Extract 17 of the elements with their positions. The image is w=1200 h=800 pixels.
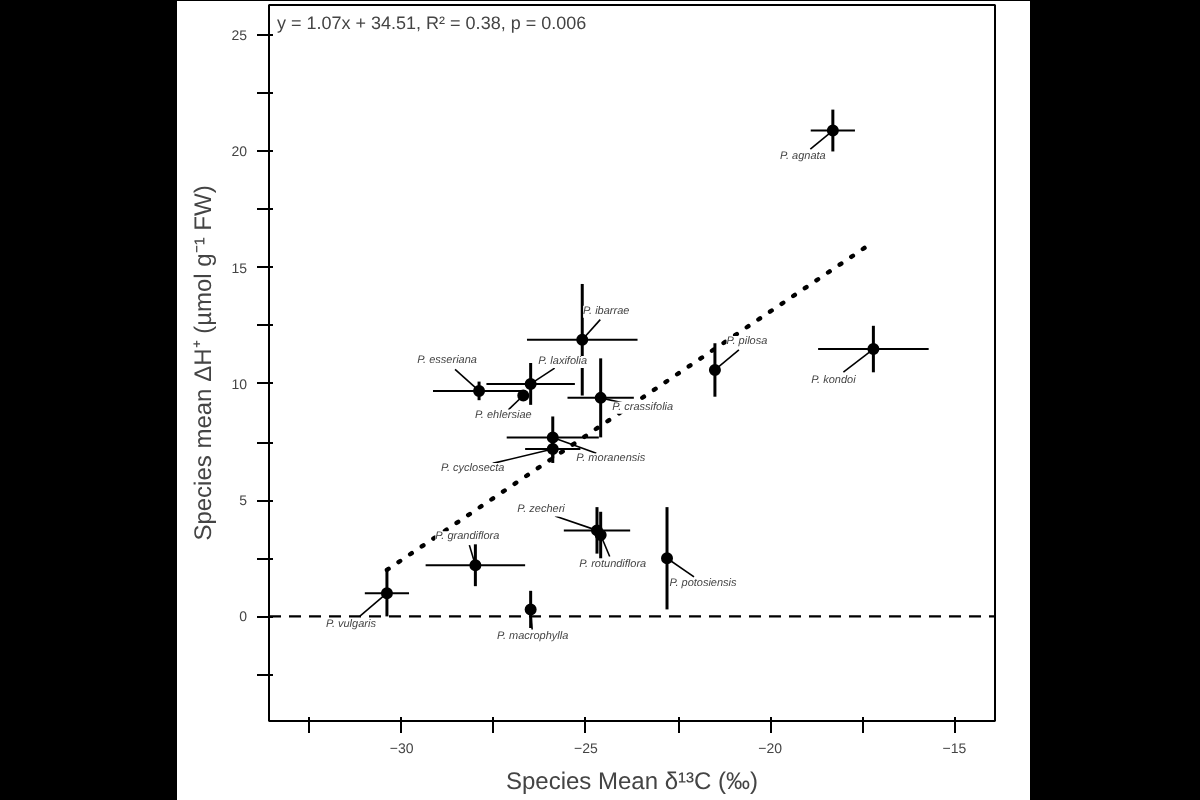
point — [661, 552, 674, 565]
point — [708, 363, 721, 376]
x-axis-title: Species Mean δ¹³C (‰) — [505, 767, 759, 795]
point — [576, 333, 589, 346]
y-axis-title: Species mean ΔH⁺ (µmol g⁻¹ FW) — [189, 185, 218, 541]
point — [594, 391, 607, 404]
point — [473, 384, 486, 397]
point — [546, 443, 559, 455]
point — [867, 343, 880, 356]
point — [380, 587, 393, 600]
point — [594, 529, 607, 542]
annotation: y = 1.07x + 34.51, R² = 0.38, p = 0.006 — [277, 13, 587, 33]
point — [524, 603, 537, 616]
point — [546, 431, 559, 444]
point — [469, 559, 482, 572]
point — [517, 389, 530, 402]
point — [524, 377, 537, 390]
